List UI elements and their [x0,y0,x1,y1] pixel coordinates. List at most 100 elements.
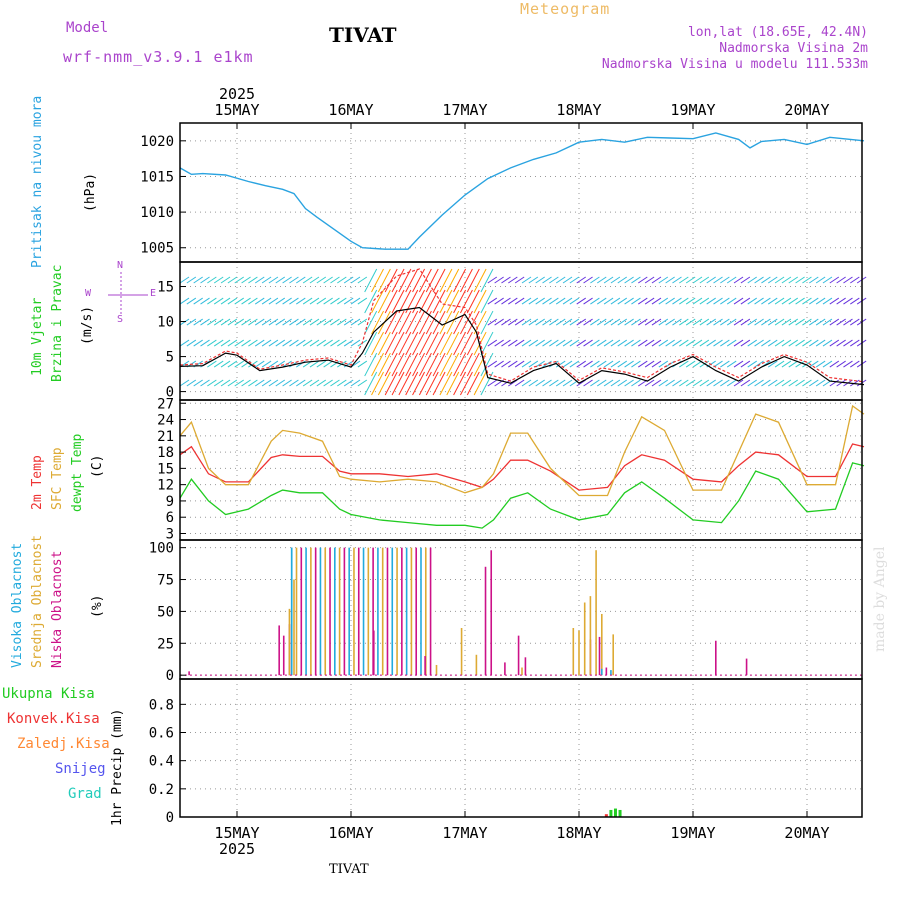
wind-barb [774,318,785,326]
wind-barb [234,276,244,284]
wind-barb [610,339,621,347]
wind-barb [617,318,628,326]
wind-barb [350,297,361,305]
wind-barb [644,339,655,347]
wind-barb [227,318,238,326]
wind-barb [774,276,785,284]
wind-barb [767,318,778,326]
wind-barb [220,318,231,326]
wind-barb [316,318,327,326]
wind-barb [631,339,641,347]
wind-barb [740,379,751,387]
wind-barb [330,379,340,387]
wind-barb [508,318,518,326]
wind-barb [836,318,846,326]
wind-barb [583,360,593,368]
wind-barb [309,379,320,387]
wind-barb [631,360,641,368]
wind-barb [193,379,203,387]
wind-barb [767,276,778,284]
wind-barb [644,360,655,368]
wind-barb [843,297,853,305]
wind-barb [425,289,439,314]
wind-barb [432,268,446,293]
wind-barb [617,297,628,305]
wind-barb [535,360,545,368]
wind-barb [350,318,361,326]
wind-barb [528,276,539,284]
wind-barb [720,339,730,347]
wind-barb [254,360,265,368]
wind-barb [371,289,384,314]
wind-barb [234,297,244,305]
wind-barb [685,297,696,305]
wind-barb [193,318,203,326]
wind-barb [795,297,805,305]
wind-barb [508,276,518,284]
wind-barb [459,352,473,377]
wind-barb [364,331,378,356]
wind-barb [850,339,860,347]
wind-barb [425,331,439,356]
wind-barb [268,360,279,368]
wind-barb [555,276,566,284]
wind-barb [377,268,391,293]
wind-barb [261,276,272,284]
wind-barb [740,360,751,368]
wind-barb [514,318,525,326]
panel-frame [179,539,863,680]
wind-barb [521,339,532,347]
wind-barb [213,360,224,368]
wind-barb [822,360,833,368]
wind-barb [254,339,265,347]
wind-barb [275,379,286,387]
precip-bar [613,808,617,817]
wind-barb [466,310,480,335]
data-layer [179,132,867,818]
wind-barb [330,276,340,284]
wind-barb [323,379,333,387]
wind-barb [624,360,634,368]
model-altitude-label: Nadmorska Visina u modelu 111.533m [601,57,868,72]
wind-barb [761,379,771,387]
wind-barb [638,276,648,284]
wind-barb [836,379,846,387]
wind-barb [781,297,792,305]
wind-barb [733,318,744,326]
pressure-line [179,132,865,250]
altitude-label: Nadmorska Visina 2m [719,41,868,56]
wind-barb [549,318,559,326]
wind-barb [494,360,504,368]
wind-barb [774,339,785,347]
wind-barb [432,289,446,314]
wind-barb [200,276,210,284]
wind-barb [829,297,840,305]
wind-barb [685,276,696,284]
wind-barb [836,360,846,368]
precip-bar [609,809,613,817]
wind-barb [562,339,573,347]
wind-barb [316,379,327,387]
wind-barb [706,297,716,305]
wind-barb [391,289,405,314]
wind-barb [562,297,573,305]
wind-barb [220,339,231,347]
wind-barb [809,318,819,326]
wind-barb [473,371,487,396]
wind-barb [432,371,446,396]
wind-barb [610,379,621,387]
wind-barb [384,352,398,377]
wind-barb [514,379,525,387]
wind-barb [555,297,566,305]
coords-label: lon,lat (18.65E, 42.4N) [687,25,868,40]
y-tick-label: 50 [157,604,174,620]
x-label-top: 16MAY [328,101,373,119]
wind-barb [439,310,453,335]
wind-barb [207,318,217,326]
wind-barb [733,339,744,347]
wind-barb [720,379,730,387]
wind-barb [343,318,354,326]
wind-barb [549,339,559,347]
wind-barb [296,318,306,326]
